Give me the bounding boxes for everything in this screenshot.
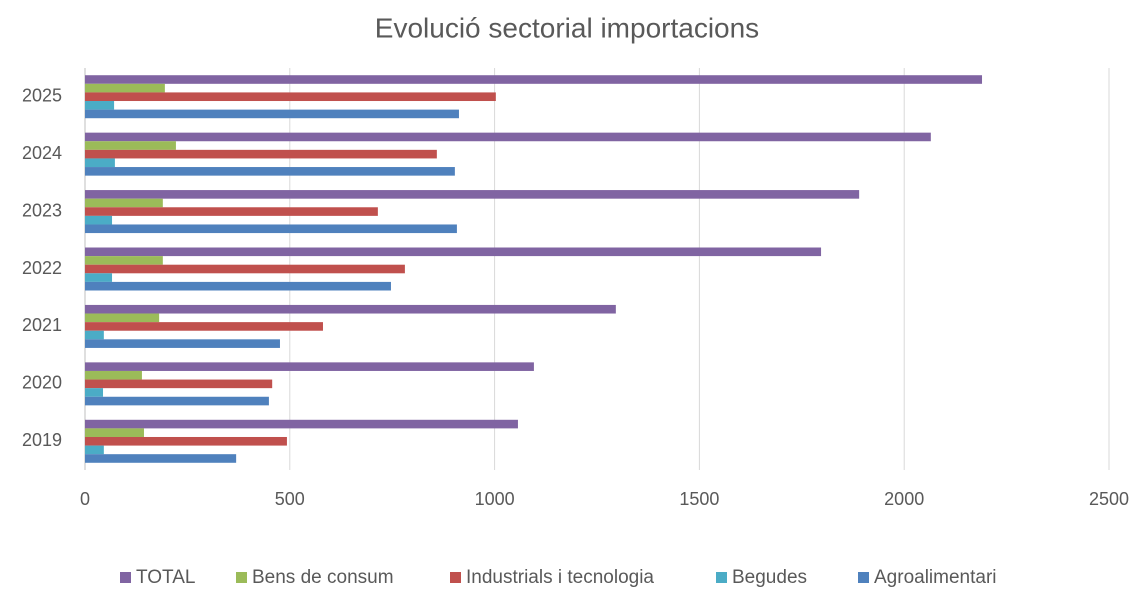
legend-label: Bens de consum (252, 567, 394, 588)
legend-label: Industrials i tecnologia (466, 567, 654, 588)
legend-swatch (450, 572, 461, 583)
x-tick-label: 2000 (884, 489, 924, 509)
bar (85, 83, 165, 93)
bar (85, 428, 144, 437)
bar (85, 190, 860, 199)
y-tick-label: 2025 (22, 85, 62, 105)
bar (85, 419, 518, 429)
bar (85, 132, 931, 142)
bar (85, 198, 163, 208)
bar (85, 247, 822, 257)
bar (85, 304, 616, 314)
y-tick-label: 2019 (22, 430, 62, 450)
bar (85, 330, 104, 340)
y-tick-label: 2023 (22, 200, 62, 220)
x-tick-label: 0 (80, 489, 90, 509)
bar (85, 264, 405, 274)
x-tick-label: 1500 (679, 489, 719, 509)
bar (85, 167, 455, 176)
legend-swatch (120, 572, 131, 583)
bar (85, 445, 104, 455)
bar (85, 379, 273, 389)
bar (85, 92, 496, 102)
chart-title: Evolució sectorial importacions (375, 12, 759, 43)
bar (85, 362, 534, 371)
bar (85, 281, 391, 291)
bar (85, 224, 457, 234)
bar (85, 339, 280, 348)
legend-swatch (236, 572, 247, 583)
y-tick-label: 2020 (22, 373, 62, 393)
legend-swatch (858, 572, 869, 583)
bar (85, 273, 113, 282)
legend-label: Agroalimentari (874, 567, 997, 588)
y-tick-label: 2022 (22, 258, 62, 278)
bar (85, 436, 287, 446)
bar (85, 75, 983, 84)
legend-swatch (716, 572, 727, 583)
bar (85, 215, 113, 225)
bar (85, 454, 237, 463)
bar (85, 158, 115, 168)
y-tick-label: 2021 (22, 315, 62, 335)
bar (85, 207, 378, 216)
bar (85, 141, 176, 150)
x-tick-label: 1000 (475, 489, 515, 509)
x-tick-label: 2500 (1089, 489, 1129, 509)
bar (85, 388, 104, 397)
bar (85, 256, 163, 265)
bar (85, 109, 459, 119)
bar (85, 370, 142, 380)
bar (85, 322, 323, 331)
legend-label: Begudes (732, 567, 807, 588)
bar (85, 313, 160, 323)
bar (85, 149, 437, 159)
legend-label: TOTAL (136, 567, 195, 588)
bar (85, 396, 269, 406)
x-tick-label: 500 (275, 489, 305, 509)
bar (85, 101, 115, 110)
y-tick-label: 2024 (22, 143, 62, 163)
